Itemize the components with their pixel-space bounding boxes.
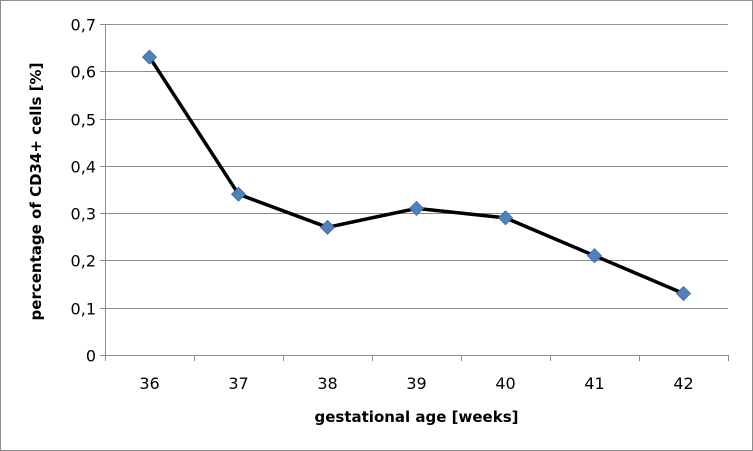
y-tick-label: 0,4: [71, 158, 96, 177]
x-tick-label: 40: [495, 374, 515, 393]
x-tick-label: 38: [317, 374, 337, 393]
x-tick-label: 37: [228, 374, 248, 393]
x-tick-labels: 36 37 38 39 40 41 42: [139, 374, 693, 393]
x-tick-label: 41: [584, 374, 604, 393]
data-point-marker: [675, 285, 692, 302]
y-tick-label: 0,3: [71, 205, 96, 224]
y-tick-label: 0: [86, 347, 96, 366]
y-tick-label: 0,7: [71, 16, 96, 35]
y-tick-label: 0,5: [71, 111, 96, 130]
series: [141, 49, 692, 302]
axes: [100, 24, 729, 361]
data-point-marker: [408, 200, 425, 216]
y-tick-labels: 0 0,1 0,2 0,3 0,4 0,5 0,6 0,7: [71, 16, 96, 366]
data-point-marker: [497, 210, 514, 226]
x-tick-label: 42: [673, 374, 693, 393]
x-tick-label: 36: [139, 374, 159, 393]
data-point-marker: [141, 49, 158, 65]
y-tick-label: 0,1: [71, 300, 96, 319]
data-point-marker: [230, 186, 247, 202]
y-axis-title: percentage of CD34+ cells [%]: [27, 63, 45, 321]
x-tick-label: 39: [406, 374, 426, 393]
x-axis-title: gestational age [weeks]: [315, 408, 519, 426]
y-tick-label: 0,2: [71, 252, 96, 271]
series-line: [148, 56, 685, 296]
data-point-marker: [319, 219, 336, 235]
y-tick-label: 0,6: [71, 63, 96, 82]
data-point-marker: [586, 248, 603, 264]
gridlines: [105, 24, 728, 309]
